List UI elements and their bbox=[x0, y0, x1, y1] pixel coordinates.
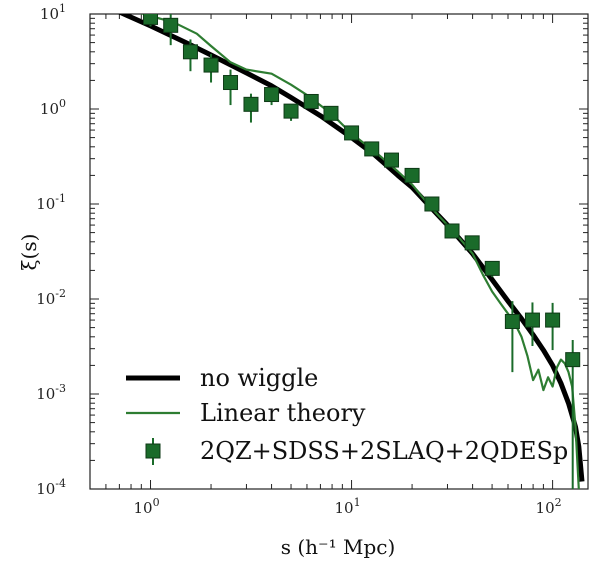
data-point bbox=[264, 87, 280, 103]
data-point bbox=[545, 312, 561, 328]
data-point bbox=[283, 103, 299, 119]
x-tick-label: 102 bbox=[536, 496, 562, 517]
legend-label-2qz: 2QZ+SDSS+2SLAQ+2QDESp bbox=[200, 437, 568, 465]
data-point bbox=[182, 44, 198, 60]
data-point bbox=[203, 57, 219, 73]
data-point bbox=[344, 125, 360, 141]
x-axis-label: s (h⁻¹ Mpc) bbox=[281, 535, 396, 559]
data-point bbox=[243, 96, 259, 112]
data-point bbox=[424, 196, 440, 212]
x-tick-label: 100 bbox=[133, 496, 159, 517]
plot-area bbox=[89, 13, 589, 490]
y-tick-label: 10-3 bbox=[36, 382, 66, 403]
y-tick-label: 10-4 bbox=[36, 477, 66, 498]
legend-swatch-2qz-marker bbox=[145, 443, 161, 459]
x-tick-label: 101 bbox=[335, 496, 361, 517]
data-point bbox=[565, 352, 581, 368]
tick-labels: 100 101 102 10-4 10-3 10-2 10-1 100 101 bbox=[36, 2, 561, 517]
data-point bbox=[163, 17, 179, 33]
data-point bbox=[524, 312, 540, 328]
y-tick-label: 100 bbox=[40, 97, 66, 118]
y-axis-label: ξ(s) bbox=[17, 234, 41, 271]
legend: no wiggle Linear theory 2QZ+SDSS+2SLAQ+2… bbox=[126, 364, 568, 465]
axis-ticks bbox=[89, 13, 588, 490]
data-point bbox=[444, 223, 460, 239]
series-line-linear-theory bbox=[139, 14, 580, 489]
data-point bbox=[303, 93, 319, 109]
y-tick-label: 10-1 bbox=[36, 192, 66, 213]
data-point bbox=[223, 75, 239, 91]
data-point bbox=[504, 313, 520, 329]
legend-label-linear-theory: Linear theory bbox=[200, 399, 366, 427]
y-tick-label: 10-2 bbox=[36, 287, 66, 308]
data-point bbox=[484, 260, 500, 276]
data-point bbox=[383, 152, 399, 168]
data-point bbox=[464, 235, 480, 251]
data-point bbox=[143, 14, 159, 25]
data-point bbox=[323, 105, 339, 121]
y-tick-label: 101 bbox=[40, 2, 66, 23]
legend-label-no-wiggle: no wiggle bbox=[200, 364, 318, 392]
series-points-2qz bbox=[143, 14, 581, 489]
data-point bbox=[364, 141, 380, 157]
data-point bbox=[404, 167, 420, 183]
